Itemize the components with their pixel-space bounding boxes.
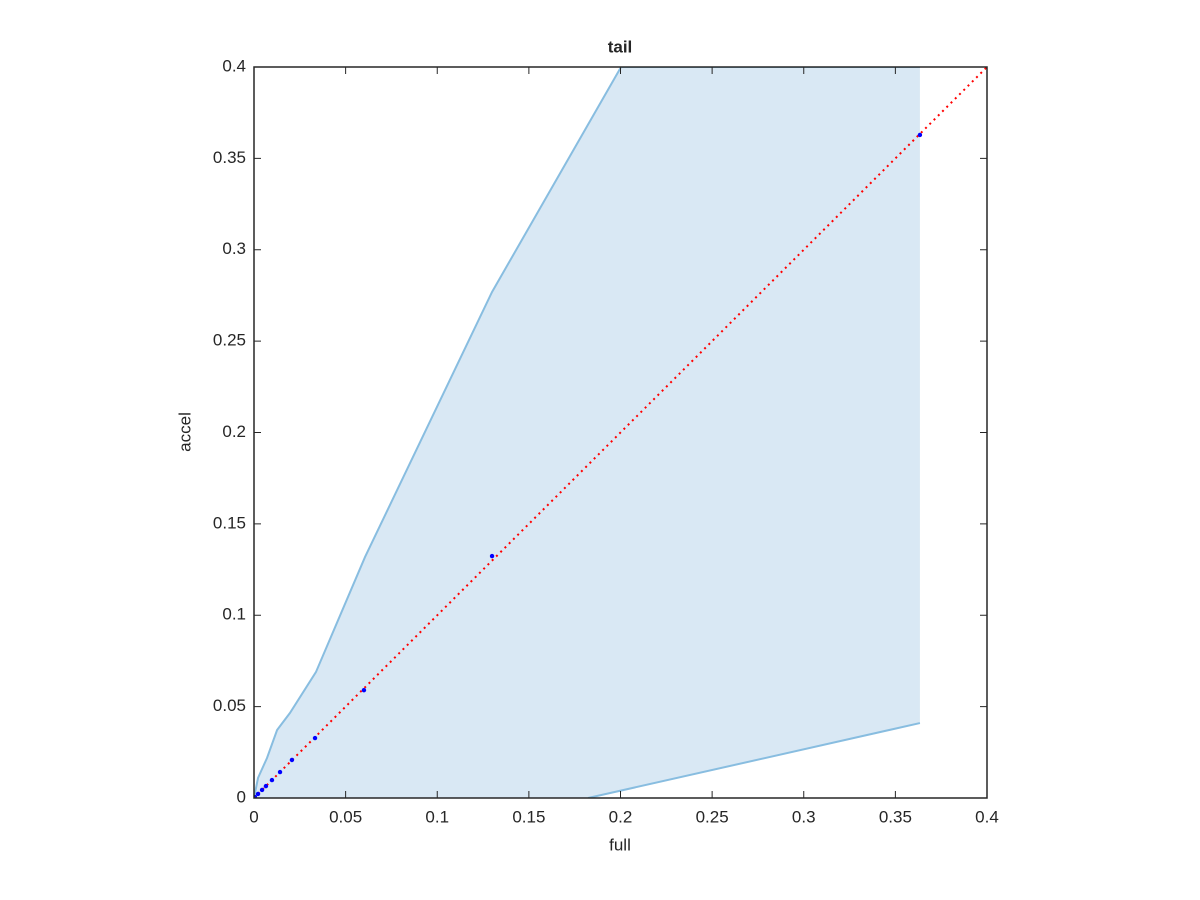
x-tick-label: 0.2 bbox=[609, 807, 633, 826]
point bbox=[361, 687, 367, 693]
point bbox=[254, 794, 258, 798]
y-tick-label: 0.15 bbox=[213, 513, 246, 532]
point bbox=[259, 787, 265, 793]
x-tick-label: 0.3 bbox=[792, 807, 816, 826]
point bbox=[277, 769, 283, 775]
band-edge bbox=[254, 67, 920, 798]
x-tick-label: 0.1 bbox=[425, 807, 449, 826]
point bbox=[489, 553, 495, 559]
y-tick-label: 0.3 bbox=[222, 239, 246, 258]
y-tick-label: 0.2 bbox=[222, 422, 246, 441]
data-layer bbox=[254, 67, 987, 798]
x-tick-label: 0.35 bbox=[879, 807, 912, 826]
y-tick-label: 0.1 bbox=[222, 605, 246, 624]
y-axis-label: accel bbox=[175, 412, 194, 452]
x-tick-label: 0.05 bbox=[329, 807, 362, 826]
band-area bbox=[254, 67, 920, 798]
point bbox=[312, 735, 318, 741]
y-tick-label: 0 bbox=[237, 787, 246, 806]
point bbox=[269, 777, 275, 783]
y-tick-label: 0.05 bbox=[213, 696, 246, 715]
reference-line bbox=[254, 67, 987, 798]
x-tick-label: 0.15 bbox=[512, 807, 545, 826]
y-tick-label: 0.35 bbox=[213, 148, 246, 167]
y-tick-label: 0.4 bbox=[222, 56, 246, 75]
point bbox=[289, 757, 295, 763]
point bbox=[917, 132, 923, 138]
point bbox=[255, 791, 261, 797]
plot-area bbox=[253, 66, 988, 799]
x-axis-label: full bbox=[609, 835, 631, 854]
band-edge bbox=[587, 722, 921, 798]
x-tick-label: 0.25 bbox=[696, 807, 729, 826]
y-tick-label: 0.25 bbox=[213, 331, 246, 350]
x-tick-label: 0 bbox=[249, 807, 258, 826]
chart-title: tail bbox=[608, 37, 633, 56]
point bbox=[263, 783, 269, 789]
x-tick-label: 0.4 bbox=[975, 807, 999, 826]
